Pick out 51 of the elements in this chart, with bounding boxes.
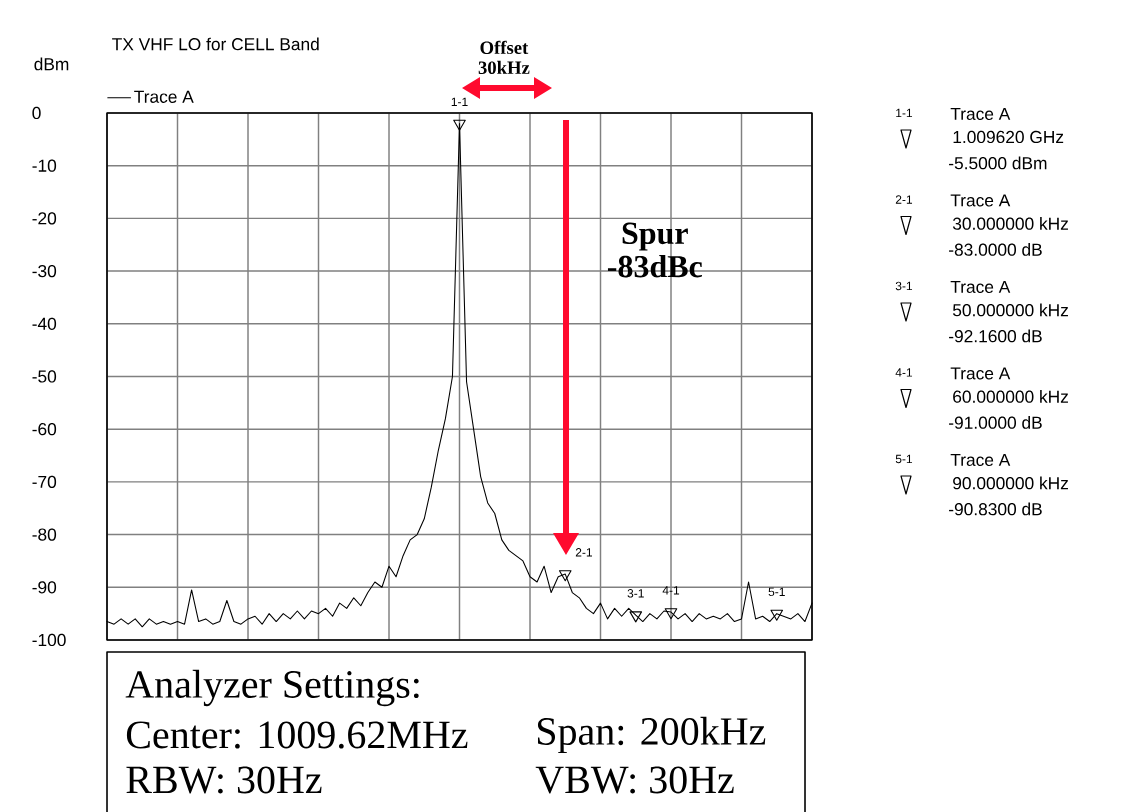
text: VBW: 30Hz <box>535 766 734 794</box>
text: Trace A <box>950 453 1011 467</box>
y-tick-label: -40 <box>32 317 57 330</box>
text: 60.000000 kHz <box>953 390 1068 403</box>
text: 1.009620 GHz <box>953 130 1064 144</box>
y-tick-label: -100 <box>32 633 66 647</box>
text: 1-1 <box>451 97 468 106</box>
text: Offset 30kHz <box>478 40 530 75</box>
y-axis-title: dBm <box>34 57 69 71</box>
annotation: Spur -83dBc <box>607 222 702 278</box>
annotation: 4-1 <box>662 586 680 595</box>
text: 1-1 <box>896 108 913 118</box>
y-tick-label: -30 <box>32 264 57 278</box>
point <box>770 609 784 621</box>
text: 5-1 <box>895 454 913 464</box>
text: 4-1 <box>895 368 913 377</box>
y-tick-label: -60 <box>32 423 57 436</box>
text: 30.000000 kHz <box>952 217 1068 230</box>
y-tick-label: -50 <box>32 370 57 383</box>
text: 2-1 <box>895 195 913 204</box>
text: Trace A <box>950 367 1011 380</box>
y-tick-label: -70 <box>32 475 57 489</box>
text: Span: 200kHz <box>537 716 766 754</box>
y-tick-label: -90 <box>32 581 57 594</box>
annotation: 5-1 <box>768 587 785 597</box>
text: Trace A <box>950 107 1011 121</box>
annotation: 2-1 <box>575 548 592 557</box>
text: RBW: 30Hz <box>126 766 322 794</box>
text: Center: 1009.62MHz <box>126 721 468 749</box>
y-tick-label: -20 <box>32 212 57 225</box>
text: Analyzer Settings: <box>125 669 419 707</box>
point <box>664 608 678 620</box>
text: -92.1600 dB <box>949 329 1042 343</box>
text: Trace A <box>950 280 1011 294</box>
point <box>558 570 572 582</box>
y-tick-label: -10 <box>32 159 57 172</box>
text: -90.8300 dB <box>949 502 1042 516</box>
chart-title: TX VHF LO for CELL Band <box>112 37 319 51</box>
text: -83.0000 dB <box>949 243 1042 256</box>
point <box>453 119 466 131</box>
text: Trace A <box>950 194 1011 207</box>
point <box>629 611 643 623</box>
legend-label: Trace A <box>134 90 194 103</box>
y-tick-label: -80 <box>32 528 57 541</box>
y-tick-label: 0 <box>32 106 41 120</box>
text: 90.000000 kHz <box>953 476 1068 490</box>
text: 50.000000 kHz <box>952 303 1068 317</box>
text: -91.0000 dB <box>949 416 1042 429</box>
annotation: 3-1 <box>627 589 644 598</box>
text: -5.5000 dBm <box>949 156 1047 170</box>
text: 3-1 <box>895 281 913 291</box>
